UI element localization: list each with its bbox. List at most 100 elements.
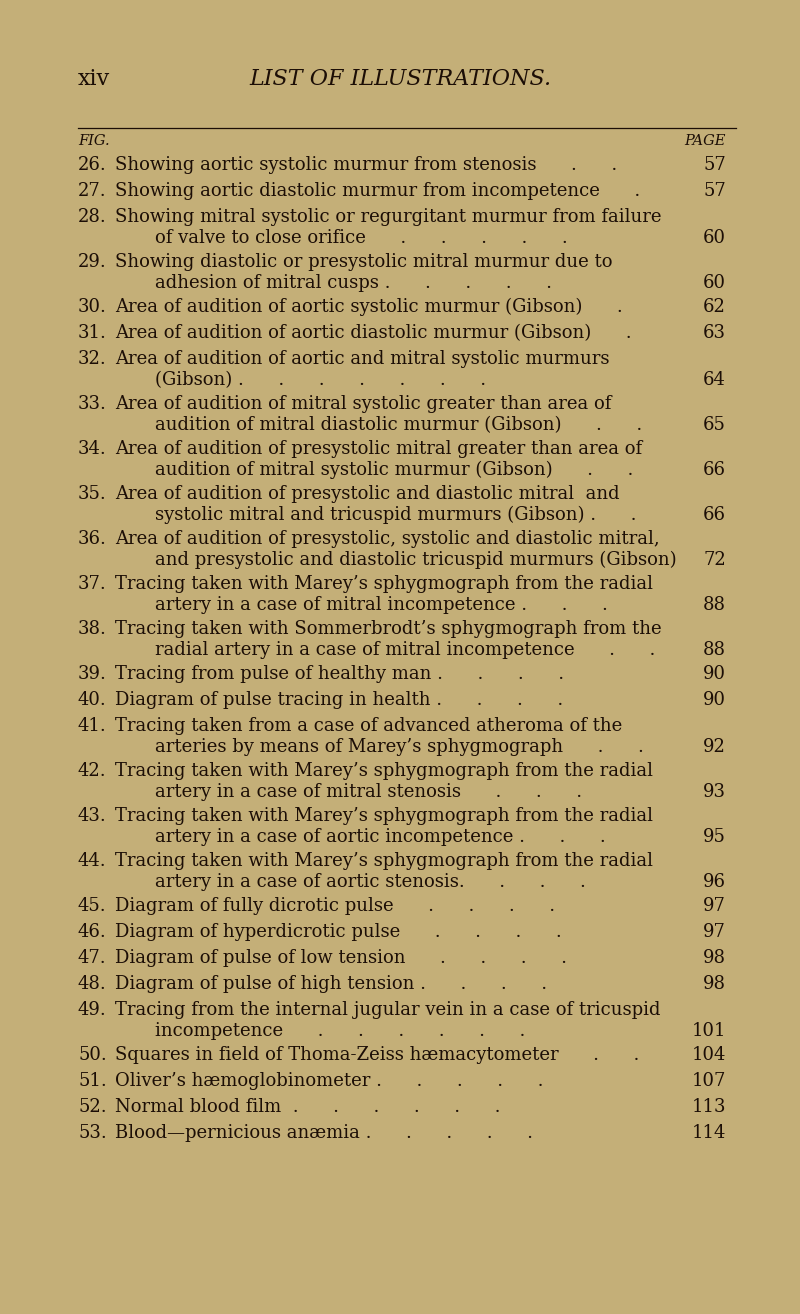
Text: 104: 104 (692, 1046, 726, 1064)
Text: 101: 101 (691, 1022, 726, 1039)
Text: Squares in field of Thoma-Zeiss hæmacytometer      .      .: Squares in field of Thoma-Zeiss hæmacyto… (115, 1046, 639, 1064)
Text: 29.: 29. (78, 254, 106, 271)
Text: 48.: 48. (78, 975, 106, 993)
Text: Diagram of pulse of low tension      .      .      .      .: Diagram of pulse of low tension . . . . (115, 949, 567, 967)
Text: 114: 114 (692, 1123, 726, 1142)
Text: 66: 66 (703, 506, 726, 524)
Text: 63: 63 (703, 325, 726, 342)
Text: 60: 60 (703, 275, 726, 292)
Text: Showing diastolic or presystolic mitral murmur due to: Showing diastolic or presystolic mitral … (115, 254, 613, 271)
Text: 53.: 53. (78, 1123, 106, 1142)
Text: Diagram of fully dicrotic pulse      .      .      .      .: Diagram of fully dicrotic pulse . . . . (115, 897, 555, 915)
Text: 39.: 39. (78, 665, 107, 683)
Text: 49.: 49. (78, 1001, 106, 1018)
Text: artery in a case of aortic stenosis.      .      .      .: artery in a case of aortic stenosis. . .… (155, 872, 586, 891)
Text: artery in a case of aortic incompetence .      .      .: artery in a case of aortic incompetence … (155, 828, 606, 846)
Text: Tracing taken from a case of advanced atheroma of the: Tracing taken from a case of advanced at… (115, 717, 622, 735)
Text: 90: 90 (703, 665, 726, 683)
Text: adhesion of mitral cusps .      .      .      .      .: adhesion of mitral cusps . . . . . (155, 275, 552, 292)
Text: Tracing from the internal jugular vein in a case of tricuspid: Tracing from the internal jugular vein i… (115, 1001, 661, 1018)
Text: 33.: 33. (78, 396, 107, 413)
Text: Tracing taken with Marey’s sphygmograph from the radial: Tracing taken with Marey’s sphygmograph … (115, 762, 653, 781)
Text: 95: 95 (703, 828, 726, 846)
Text: 37.: 37. (78, 576, 106, 593)
Text: Normal blood film  .      .      .      .      .      .: Normal blood film . . . . . . (115, 1099, 501, 1116)
Text: radial artery in a case of mitral incompetence      .      .: radial artery in a case of mitral incomp… (155, 641, 655, 660)
Text: Showing mitral systolic or regurgitant murmur from failure: Showing mitral systolic or regurgitant m… (115, 208, 662, 226)
Text: 35.: 35. (78, 485, 106, 503)
Text: Area of audition of aortic systolic murmur (Gibson)      .: Area of audition of aortic systolic murm… (115, 298, 622, 317)
Text: Oliver’s hæmoglobinometer .      .      .      .      .: Oliver’s hæmoglobinometer . . . . . (115, 1072, 543, 1091)
Text: 44.: 44. (78, 851, 106, 870)
Text: systolic mitral and tricuspid murmurs (Gibson) .      .: systolic mitral and tricuspid murmurs (G… (155, 506, 637, 524)
Text: 43.: 43. (78, 807, 106, 825)
Text: 47.: 47. (78, 949, 106, 967)
Text: Tracing taken with Sommerbrodt’s sphygmograph from the: Tracing taken with Sommerbrodt’s sphygmo… (115, 620, 662, 639)
Text: incompetence      .      .      .      .      .      .: incompetence . . . . . . (155, 1022, 526, 1039)
Text: 97: 97 (703, 897, 726, 915)
Text: 57: 57 (703, 156, 726, 173)
Text: 38.: 38. (78, 620, 107, 639)
Text: PAGE: PAGE (685, 134, 726, 148)
Text: 41.: 41. (78, 717, 106, 735)
Text: Blood—pernicious anæmia .      .      .      .      .: Blood—pernicious anæmia . . . . . (115, 1123, 533, 1142)
Text: 26.: 26. (78, 156, 106, 173)
Text: 72: 72 (703, 551, 726, 569)
Text: and presystolic and diastolic tricuspid murmurs (Gibson): and presystolic and diastolic tricuspid … (155, 551, 677, 569)
Text: 88: 88 (703, 641, 726, 660)
Text: Tracing taken with Marey’s sphygmograph from the radial: Tracing taken with Marey’s sphygmograph … (115, 851, 653, 870)
Text: LIST OF ILLUSTRATIONS.: LIST OF ILLUSTRATIONS. (249, 68, 551, 89)
Text: 50.: 50. (78, 1046, 106, 1064)
Text: artery in a case of mitral stenosis      .      .      .: artery in a case of mitral stenosis . . … (155, 783, 582, 802)
Text: (Gibson) .      .      .      .      .      .      .: (Gibson) . . . . . . . (155, 371, 486, 389)
Text: xiv: xiv (78, 68, 110, 89)
Text: 60: 60 (703, 229, 726, 247)
Text: 97: 97 (703, 922, 726, 941)
Text: Area of audition of presystolic mitral greater than area of: Area of audition of presystolic mitral g… (115, 440, 642, 459)
Text: Area of audition of presystolic and diastolic mitral  and: Area of audition of presystolic and dias… (115, 485, 620, 503)
Text: 31.: 31. (78, 325, 107, 342)
Text: 88: 88 (703, 597, 726, 614)
Text: arteries by means of Marey’s sphygmograph      .      .: arteries by means of Marey’s sphygmograp… (155, 738, 644, 756)
Text: 42.: 42. (78, 762, 106, 781)
Text: of valve to close orifice      .      .      .      .      .: of valve to close orifice . . . . . (155, 229, 568, 247)
Text: Diagram of pulse tracing in health .      .      .      .: Diagram of pulse tracing in health . . .… (115, 691, 563, 710)
Text: 98: 98 (703, 975, 726, 993)
Text: 46.: 46. (78, 922, 106, 941)
Text: 36.: 36. (78, 530, 107, 548)
Text: 52.: 52. (78, 1099, 106, 1116)
Text: 65: 65 (703, 417, 726, 434)
Text: artery in a case of mitral incompetence .      .      .: artery in a case of mitral incompetence … (155, 597, 608, 614)
Text: 107: 107 (692, 1072, 726, 1091)
Text: Tracing taken with Marey’s sphygmograph from the radial: Tracing taken with Marey’s sphygmograph … (115, 807, 653, 825)
Text: Area of audition of presystolic, systolic and diastolic mitral,: Area of audition of presystolic, systoli… (115, 530, 660, 548)
Text: Area of audition of mitral systolic greater than area of: Area of audition of mitral systolic grea… (115, 396, 611, 413)
Text: 34.: 34. (78, 440, 106, 459)
Text: 62: 62 (703, 298, 726, 315)
Text: 93: 93 (703, 783, 726, 802)
Text: 64: 64 (703, 371, 726, 389)
Text: Diagram of hyperdicrotic pulse      .      .      .      .: Diagram of hyperdicrotic pulse . . . . (115, 922, 562, 941)
Text: 40.: 40. (78, 691, 106, 710)
Text: 66: 66 (703, 461, 726, 480)
Text: 90: 90 (703, 691, 726, 710)
Text: Tracing from pulse of healthy man .      .      .      .: Tracing from pulse of healthy man . . . … (115, 665, 564, 683)
Text: 32.: 32. (78, 350, 106, 368)
Text: audition of mitral systolic murmur (Gibson)      .      .: audition of mitral systolic murmur (Gibs… (155, 461, 634, 480)
Text: 96: 96 (703, 872, 726, 891)
Text: Diagram of pulse of high tension .      .      .      .: Diagram of pulse of high tension . . . . (115, 975, 547, 993)
Text: Showing aortic diastolic murmur from incompetence      .: Showing aortic diastolic murmur from inc… (115, 183, 640, 200)
Text: 45.: 45. (78, 897, 106, 915)
Text: FIG.: FIG. (78, 134, 110, 148)
Text: 57: 57 (703, 183, 726, 200)
Text: Area of audition of aortic diastolic murmur (Gibson)      .: Area of audition of aortic diastolic mur… (115, 325, 632, 342)
Text: 28.: 28. (78, 208, 106, 226)
Text: 27.: 27. (78, 183, 106, 200)
Text: Tracing taken with Marey’s sphygmograph from the radial: Tracing taken with Marey’s sphygmograph … (115, 576, 653, 593)
Text: Area of audition of aortic and mitral systolic murmurs: Area of audition of aortic and mitral sy… (115, 350, 610, 368)
Text: 51.: 51. (78, 1072, 106, 1091)
Text: audition of mitral diastolic murmur (Gibson)      .      .: audition of mitral diastolic murmur (Gib… (155, 417, 642, 434)
Text: 98: 98 (703, 949, 726, 967)
Text: 30.: 30. (78, 298, 107, 315)
Text: Showing aortic systolic murmur from stenosis      .      .: Showing aortic systolic murmur from sten… (115, 156, 618, 173)
